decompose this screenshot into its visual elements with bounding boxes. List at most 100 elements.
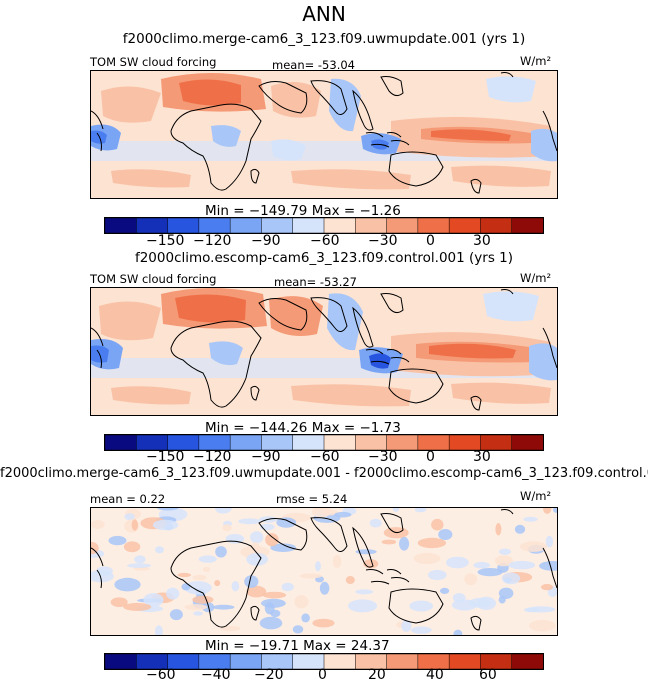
anomaly-patch (123, 602, 152, 611)
arabia-warm-region (269, 296, 323, 336)
anomaly-patch (501, 572, 521, 585)
east-pacific-cool (529, 343, 557, 381)
australia-coastline (388, 588, 444, 624)
anomaly-patch (301, 613, 310, 623)
anomaly-patch (202, 566, 211, 572)
anomaly-patch (381, 539, 397, 545)
cbar-tick-1: −150 (146, 449, 185, 465)
sahara-core-region (175, 294, 246, 323)
anomaly-patch (477, 568, 503, 577)
japan-coastline (500, 72, 514, 78)
anomaly-patch (155, 546, 164, 554)
north-pacific-cool (486, 76, 536, 103)
colorbar-swatch (105, 218, 138, 233)
central-africa-cool (209, 341, 243, 366)
south-atlantic-warm (111, 386, 191, 405)
panel-2-title: f2000climo.escomp-cam6_3_123.f09.control… (134, 250, 514, 266)
arabia-coastline (258, 81, 308, 114)
anomaly-patch (157, 508, 179, 511)
pacific-hot-core (429, 343, 516, 359)
anomaly-patch (96, 566, 113, 576)
sahara-core-region (179, 79, 241, 106)
colorbar-swatch (511, 654, 543, 669)
anomaly-patch (202, 602, 215, 613)
india-coastline (310, 80, 348, 115)
colorbar-swatch (417, 218, 450, 233)
colorbar-swatch (292, 435, 325, 450)
anomaly-patch (154, 625, 163, 635)
anomaly-patch (440, 587, 450, 594)
colorbar-swatch (511, 218, 543, 233)
anomaly-patch (523, 516, 538, 522)
anomaly-patch (264, 602, 275, 615)
madagascar-coastline (250, 385, 260, 401)
cbar-tick-6: 0 (426, 233, 435, 249)
cbar-tick-4: −60 (310, 449, 340, 465)
madagascar-coastline (250, 605, 260, 621)
anomaly-patch (411, 626, 432, 634)
cbar-tick-3: −90 (251, 449, 281, 465)
colorbar-swatch (386, 218, 419, 233)
anomaly-patch (259, 616, 283, 630)
colorbar-swatch (167, 435, 200, 450)
cbar-tick-7: 30 (473, 233, 491, 249)
cbar-tick-3: −90 (251, 233, 281, 249)
cbar-tick-2: −120 (193, 233, 232, 249)
anomaly-patch (473, 561, 491, 569)
anomaly-patch (91, 542, 99, 555)
anomaly-patch (332, 555, 342, 568)
anomaly-patch (545, 535, 554, 548)
anomaly-patch (193, 611, 204, 616)
south-pacific-warm (451, 382, 551, 404)
colorbar-swatch (229, 435, 263, 450)
panel-1-map-plot (91, 71, 557, 198)
colorbar-swatch (136, 435, 169, 450)
north-pacific-cool (483, 291, 539, 322)
panel-3-mean-label: mean = 0.22 (90, 492, 166, 506)
anomaly-patch (184, 581, 212, 595)
anomaly-patch (539, 561, 557, 571)
colorbar-swatch (448, 218, 482, 233)
colorbar-swatch (355, 435, 388, 450)
cbar-tick-7: 60 (479, 667, 497, 683)
new-zealand-coastline (470, 395, 482, 411)
east-pacific-cool (531, 128, 557, 162)
anomaly-patch (543, 508, 552, 514)
bay-of-bengal-cool (327, 293, 363, 351)
anomaly-patch (127, 563, 152, 568)
anomaly-patch (250, 531, 264, 544)
panel-1-min-max: Min = −149.79 Max = −1.26 (205, 203, 401, 219)
panel-3-colorbar (104, 653, 544, 670)
anomaly-patch (143, 593, 164, 607)
africa-coastline (170, 103, 262, 191)
panel-3-map-plot (91, 508, 557, 635)
anomaly-patch (281, 582, 294, 592)
colorbar-swatch (417, 435, 450, 450)
panel-2-variable-label: TOM SW cloud forcing (90, 272, 217, 286)
anomaly-patch (453, 629, 463, 635)
panel-3-colorbar-swatches (105, 654, 543, 669)
east-asia-coastline (380, 76, 404, 97)
anomaly-patch (124, 513, 135, 521)
anomaly-patch (431, 518, 444, 531)
anomaly-patch (212, 604, 235, 610)
colorbar-swatch (261, 435, 294, 450)
colorbar-swatch (386, 435, 419, 450)
panel-2-min-max: Min = −144.26 Max = −1.73 (205, 420, 401, 436)
indochina-coastline (352, 526, 374, 568)
africa-coastline (170, 320, 262, 408)
anomaly-patch (91, 520, 105, 529)
anomaly-patch (152, 519, 179, 531)
anomaly-patch (110, 597, 128, 607)
anomaly-patch (169, 609, 183, 621)
anomaly-patch (414, 508, 427, 513)
africa-coastline (170, 540, 262, 628)
cbar-tick-5: −30 (368, 449, 398, 465)
south-indian-warm (291, 169, 411, 190)
anomaly-patch (399, 536, 410, 551)
madagascar-coastline (250, 168, 260, 184)
colorbar-swatch (480, 218, 513, 233)
americas-west-coastline (91, 110, 104, 152)
panel-2-units-label: W/m² (520, 271, 552, 285)
anomaly-patch (438, 529, 453, 540)
